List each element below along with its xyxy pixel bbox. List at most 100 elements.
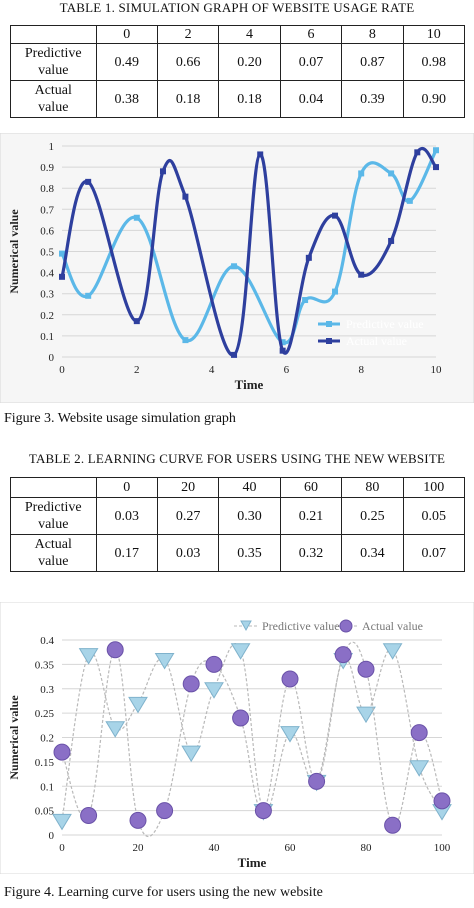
table-header-cell: 4 bbox=[218, 25, 281, 44]
legend-label: Actual value bbox=[362, 619, 423, 633]
data-point bbox=[182, 675, 200, 693]
table-header-cell: 0 bbox=[95, 477, 158, 498]
data-point bbox=[358, 170, 365, 177]
figure3-svg: 00.10.20.30.40.50.60.70.80.910 2 4 6 8 10Time… bbox=[0, 133, 474, 403]
data-point bbox=[85, 178, 92, 185]
y-tick-label: 0.4 bbox=[40, 635, 54, 647]
data-point bbox=[156, 802, 174, 820]
data-point bbox=[59, 250, 65, 257]
y-tick-label: 0.9 bbox=[40, 162, 54, 174]
figure3-chart: 0 0.1 0.2 0.3 0.4 0.5 0.6 0.7 0.8 0.9 1 0 2 4 6 8 10 Time… bbox=[0, 133, 474, 403]
table-header-cell: 8 bbox=[341, 25, 404, 44]
table-cell: 0.66 bbox=[156, 43, 220, 81]
data-point bbox=[80, 807, 98, 824]
table-header-cell: 10 bbox=[402, 25, 466, 44]
table-header-cell: 0 bbox=[95, 25, 158, 44]
data-point bbox=[414, 149, 421, 156]
row-label: Actual value bbox=[10, 534, 97, 572]
table-cell: 0.03 bbox=[95, 497, 158, 535]
x-axis-label: Time bbox=[235, 377, 264, 392]
table-cell: 0.18 bbox=[218, 80, 281, 118]
data-point bbox=[357, 660, 375, 678]
y-tick-label: 0.3 bbox=[40, 684, 54, 696]
table-row: Predictive value 0.03 0.27 0.30 0.21 0.25 0.05 bbox=[10, 497, 466, 535]
data-point bbox=[52, 813, 72, 831]
x-tick-label: 60 bbox=[285, 842, 297, 854]
data-point bbox=[133, 214, 140, 221]
table-cell: 0.32 bbox=[279, 534, 343, 572]
y-tick-label: 0.35 bbox=[35, 659, 55, 671]
table-cell: 0.03 bbox=[156, 534, 220, 572]
y-tick-label: 0.2 bbox=[40, 733, 54, 745]
table-row: Predictive value 0.49 0.66 0.20 0.07 0.87 0.98 bbox=[10, 43, 466, 81]
series-line bbox=[61, 641, 443, 837]
table-row: Actual value 0.17 0.03 0.35 0.32 0.34 0.07 bbox=[10, 534, 466, 572]
table-cell: 0.98 bbox=[402, 43, 466, 81]
data-point bbox=[254, 802, 272, 820]
row-label: Actual value bbox=[10, 80, 97, 118]
data-point bbox=[257, 151, 264, 158]
table1-caption: TABLE 1. SIMULATION GRAPH OF WEBSITE USA… bbox=[59, 0, 415, 15]
row-label: Predictive value bbox=[10, 43, 97, 81]
data-point bbox=[231, 351, 238, 358]
table-cell: 0.17 bbox=[95, 534, 158, 572]
data-point bbox=[410, 724, 428, 742]
x-tick-label: 6 bbox=[284, 364, 290, 376]
data-point bbox=[279, 347, 286, 354]
table-header-cell: 6 bbox=[279, 25, 343, 44]
data-point bbox=[332, 288, 339, 295]
table-cell: 0.05 bbox=[402, 497, 466, 535]
table-cell: 0.30 bbox=[218, 497, 281, 535]
table-cell: 0.90 bbox=[402, 80, 466, 118]
table-cell: 0.04 bbox=[279, 80, 343, 118]
table2-caption: TABLE 2. LEARNING CURVE FOR USERS USING … bbox=[28, 451, 446, 466]
table-header-cell bbox=[10, 477, 97, 498]
table-header-cell: 40 bbox=[218, 477, 281, 498]
table-cell: 0.18 bbox=[156, 80, 220, 118]
data-point bbox=[106, 641, 124, 659]
data-point bbox=[334, 646, 352, 664]
data-point bbox=[105, 721, 126, 738]
data-point bbox=[129, 811, 147, 829]
x-tick-label: 2 bbox=[134, 364, 140, 376]
table-header-cell: 20 bbox=[156, 477, 220, 498]
x-tick-label: 0 bbox=[59, 364, 65, 376]
y-tick-label: 0 bbox=[49, 352, 55, 364]
y-tick-label: 0.05 bbox=[35, 806, 55, 818]
y-tick-label: 0.6 bbox=[40, 225, 54, 237]
x-tick-label: 8 bbox=[358, 364, 364, 376]
data-point bbox=[302, 297, 309, 304]
data-point bbox=[133, 318, 140, 325]
data-point bbox=[53, 743, 71, 761]
table-cell: 0.27 bbox=[156, 497, 220, 535]
figure3-caption: Figure 3. Website usage simulation graph bbox=[4, 411, 236, 426]
data-point bbox=[159, 168, 166, 175]
legend-marker bbox=[326, 321, 332, 327]
data-point bbox=[279, 339, 286, 346]
x-tick-label: 80 bbox=[361, 842, 373, 854]
legend-marker bbox=[339, 619, 353, 633]
data-point bbox=[382, 643, 403, 660]
y-axis-label: Numerical value bbox=[7, 209, 21, 294]
row-label: Predictive value bbox=[10, 497, 97, 535]
legend-label: Predictive value bbox=[346, 317, 424, 331]
data-point bbox=[205, 655, 223, 673]
legend-marker bbox=[240, 620, 252, 632]
y-tick-label: 0 bbox=[49, 830, 55, 842]
data-point bbox=[231, 263, 238, 270]
data-point bbox=[154, 653, 175, 670]
figure4-chart: 0 0.05 0.1 0.15 0.2 0.25 0.3 0.35 0.4 0 20 40 60 80 10… bbox=[0, 602, 474, 874]
data-point bbox=[406, 197, 413, 204]
table-header-cell: 2 bbox=[156, 25, 220, 44]
table-cell: 0.34 bbox=[341, 534, 404, 572]
data-point bbox=[85, 292, 92, 299]
y-tick-label: 0.4 bbox=[40, 268, 54, 280]
data-point bbox=[305, 254, 312, 261]
table2: 0 20 40 60 80 100 Predictive value 0.03 0.27 0.30… bbox=[10, 477, 466, 572]
table-cell: 0.49 bbox=[95, 43, 158, 81]
table-cell: 0.20 bbox=[218, 43, 281, 81]
table-cell: 0.35 bbox=[218, 534, 281, 572]
data-point bbox=[78, 648, 99, 665]
table-cell: 0.21 bbox=[279, 497, 343, 535]
y-tick-label: 0.15 bbox=[35, 757, 55, 769]
